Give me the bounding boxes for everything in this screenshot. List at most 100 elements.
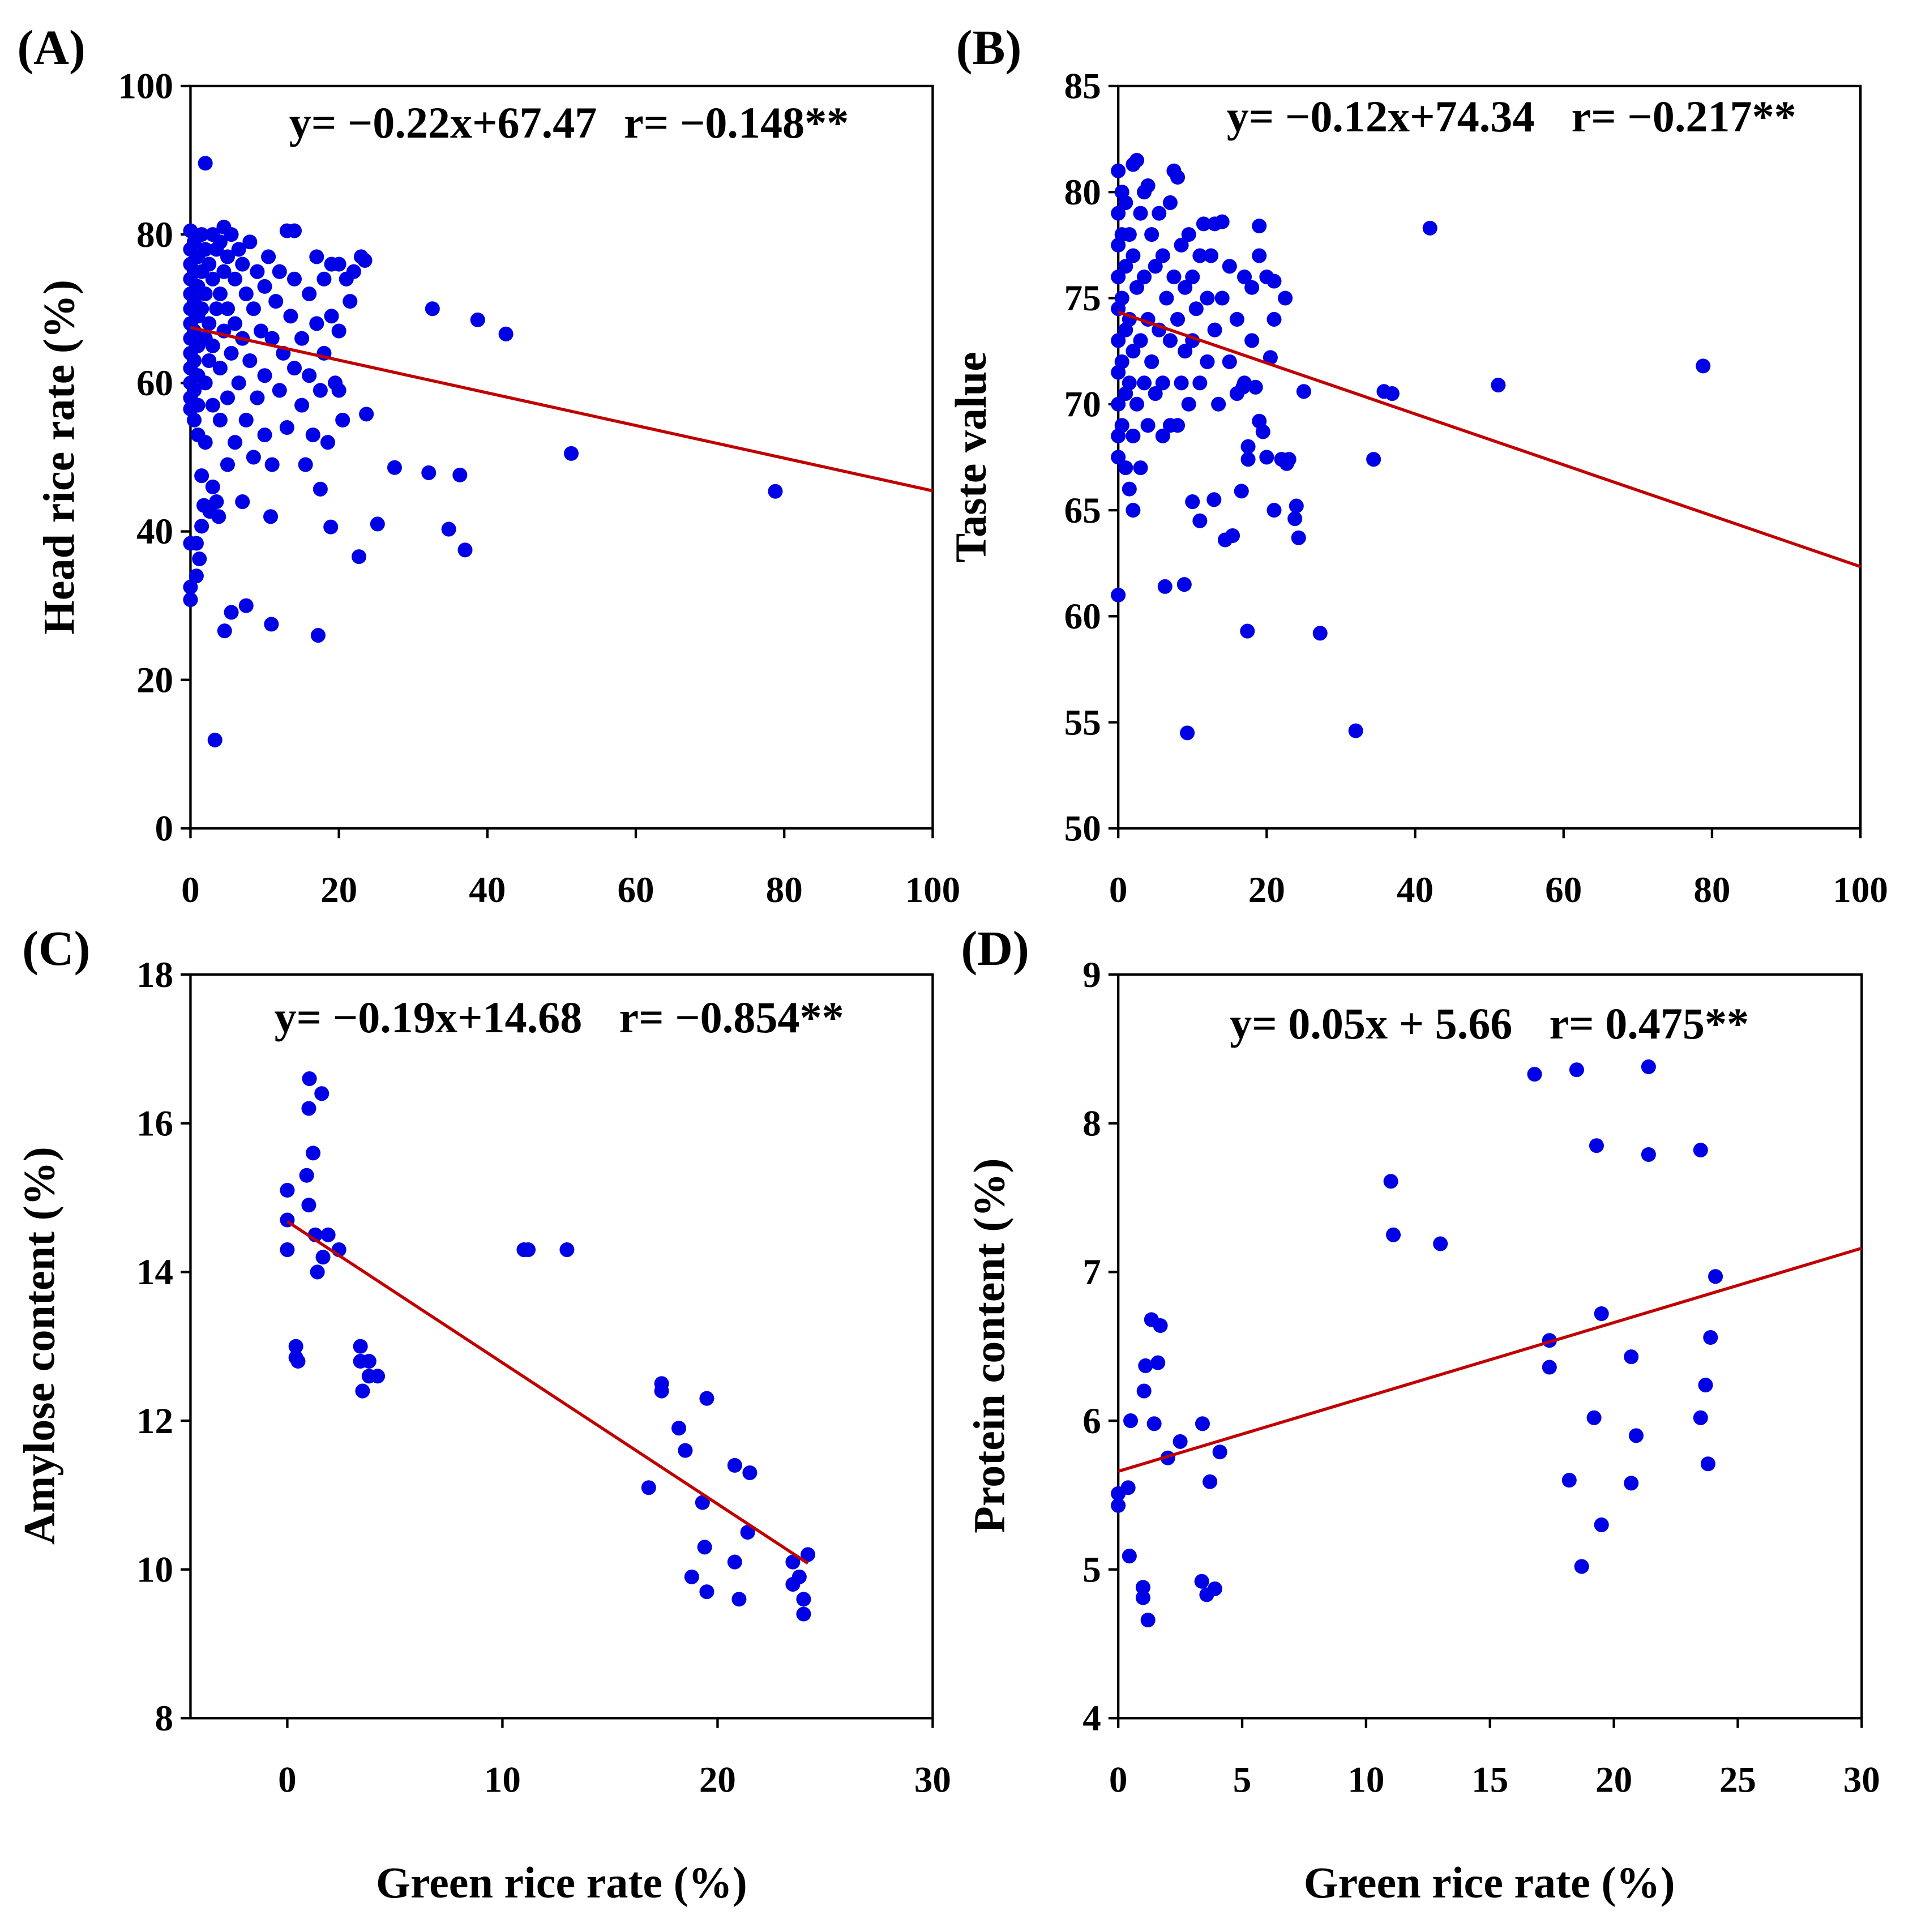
data-point xyxy=(212,286,228,302)
regression-line xyxy=(1118,310,1862,569)
data-point xyxy=(768,484,783,499)
data-point xyxy=(280,1182,295,1198)
data-point xyxy=(355,1383,370,1399)
data-point xyxy=(198,156,213,171)
data-point xyxy=(228,435,243,450)
data-point xyxy=(1173,1434,1188,1449)
data-point xyxy=(1192,248,1208,263)
data-point xyxy=(1225,528,1240,544)
x-tick-label: 60 xyxy=(1545,870,1582,911)
data-point xyxy=(1174,237,1189,253)
data-point xyxy=(309,316,324,331)
equation: y= −0.12x+74.34 xyxy=(1227,92,1535,141)
data-point xyxy=(1433,1236,1448,1251)
data-point xyxy=(1137,270,1152,285)
y-tick-label: 65 xyxy=(1064,490,1101,531)
data-point xyxy=(257,279,272,294)
y-tick-label: 16 xyxy=(136,1104,173,1144)
data-point xyxy=(740,1525,755,1540)
data-point xyxy=(1641,1059,1656,1075)
data-point xyxy=(190,397,206,413)
data-point xyxy=(209,301,224,317)
data-point xyxy=(697,1540,712,1555)
x-tick-label: 20 xyxy=(699,1760,736,1801)
data-point xyxy=(294,397,310,413)
data-point xyxy=(1222,354,1237,369)
data-point xyxy=(1700,1456,1715,1472)
y-axis-label: Taste value xyxy=(946,352,995,563)
data-point xyxy=(678,1443,693,1458)
data-point xyxy=(1126,503,1141,518)
data-point xyxy=(301,1101,316,1116)
data-point xyxy=(1594,1306,1609,1322)
data-point xyxy=(387,460,402,475)
data-point xyxy=(1137,375,1152,391)
y-tick-label: 9 xyxy=(1082,955,1101,995)
equation: y= −0.19x+14.68 xyxy=(275,993,583,1042)
y-axis-label: Protein content (%) xyxy=(964,1158,1013,1533)
data-point xyxy=(323,519,339,535)
data-point xyxy=(242,234,258,250)
panel-label: (B) xyxy=(956,20,1022,75)
data-point xyxy=(264,617,279,632)
data-point xyxy=(186,353,202,369)
y-tick-label: 0 xyxy=(155,809,173,849)
data-point xyxy=(1244,280,1260,295)
data-point xyxy=(1126,248,1141,263)
data-point xyxy=(1162,333,1178,348)
data-point xyxy=(1252,248,1267,263)
data-point xyxy=(1180,725,1195,741)
x-tick-label: 5 xyxy=(1233,1760,1252,1801)
plot-frame xyxy=(189,973,934,1720)
data-point xyxy=(452,467,468,482)
data-point xyxy=(563,446,579,461)
y-tick-label: 8 xyxy=(155,1698,173,1739)
data-point xyxy=(727,1554,742,1570)
y-tick-label: 5 xyxy=(1082,1549,1101,1590)
y-tick-label: 60 xyxy=(1064,596,1101,637)
panel-d: (D) y= 0.05x + 5.66 r= 0.475** Protein co… xyxy=(961,921,1880,1907)
data-point xyxy=(1122,375,1137,391)
data-point xyxy=(1624,1476,1639,1491)
x-tick-label: 15 xyxy=(1471,1760,1508,1801)
data-point xyxy=(801,1547,816,1562)
data-point xyxy=(1114,290,1129,306)
data-point xyxy=(1176,577,1192,592)
data-point xyxy=(1708,1269,1723,1284)
data-point xyxy=(1383,1174,1398,1189)
data-point xyxy=(1159,290,1174,306)
y-tick-label: 6 xyxy=(1082,1401,1101,1442)
data-point xyxy=(257,368,272,383)
data-point xyxy=(796,1592,811,1607)
data-point xyxy=(1152,206,1167,221)
data-point xyxy=(1174,375,1189,391)
data-point xyxy=(1234,484,1249,499)
data-point xyxy=(1153,1318,1168,1333)
data-point xyxy=(1126,344,1141,359)
data-point xyxy=(1527,1067,1542,1082)
data-point xyxy=(299,1168,314,1183)
plot-frame xyxy=(189,84,934,830)
data-point xyxy=(302,368,317,383)
data-point xyxy=(183,592,198,608)
x-tick-label: 10 xyxy=(1347,1760,1384,1801)
data-point xyxy=(1195,1416,1210,1431)
data-point xyxy=(1118,195,1133,210)
data-point xyxy=(1491,378,1506,393)
data-point xyxy=(1129,396,1144,412)
data-point xyxy=(1133,206,1148,221)
data-point xyxy=(264,331,280,346)
equation-text: y= −0.19x+14.68 r= −0.854** xyxy=(275,993,844,1042)
data-point xyxy=(359,407,374,422)
plot-frame xyxy=(1116,973,1863,1720)
y-tick-label: 12 xyxy=(136,1401,173,1442)
data-point xyxy=(212,361,228,376)
data-point xyxy=(1181,227,1196,242)
data-point xyxy=(1266,503,1282,518)
data-point xyxy=(1144,227,1159,242)
x-tick-label: 25 xyxy=(1719,1760,1756,1801)
data-point xyxy=(1703,1330,1718,1345)
data-point xyxy=(309,249,324,264)
data-point xyxy=(641,1480,656,1495)
